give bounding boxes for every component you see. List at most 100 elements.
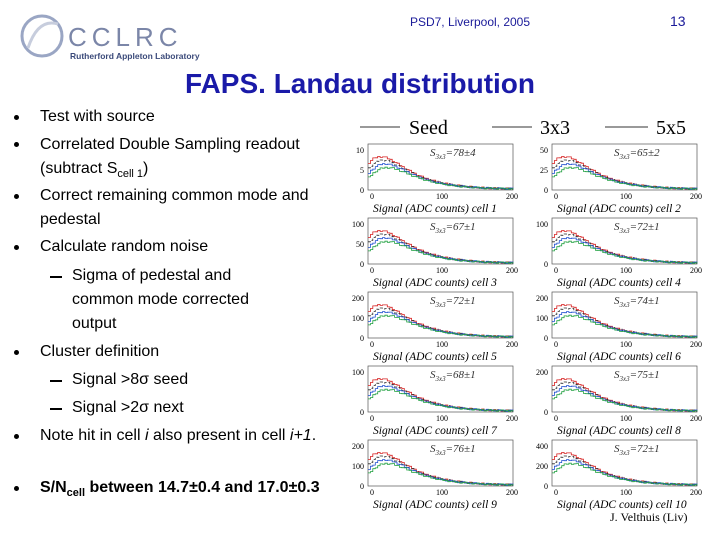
y-tick-label: 100 xyxy=(352,462,364,471)
symbol: σ xyxy=(139,399,150,416)
y-tick-label: 200 xyxy=(536,294,548,303)
stat-symbol: S xyxy=(614,295,620,307)
y-tick-label: 200 xyxy=(536,368,548,377)
dash xyxy=(50,408,62,410)
x-tick-label: 200 xyxy=(690,266,702,275)
stat-label: S3x3=67±1 xyxy=(430,221,476,235)
y-tick-label: 0 xyxy=(544,408,548,417)
y-tick-label: 0 xyxy=(544,334,548,343)
x-tick-label: 0 xyxy=(370,414,374,423)
histogram xyxy=(552,159,698,190)
histogram xyxy=(552,240,698,264)
stat-value: =65±2 xyxy=(630,147,660,159)
stat-symbol: S xyxy=(430,221,436,233)
text: S/N xyxy=(40,479,67,496)
y-tick-label: 0 xyxy=(360,260,364,269)
stat-symbol: S xyxy=(614,443,620,455)
stat-symbol: S xyxy=(430,147,436,159)
stat-label: S3x3=72±1 xyxy=(614,443,660,457)
x-tick-label: 200 xyxy=(506,192,518,201)
page-number: 13 xyxy=(670,13,686,29)
sub-bullet-text: Sigma of pedestal and common mode correc… xyxy=(72,264,292,336)
stat-label: S3x3=78±4 xyxy=(430,147,476,161)
y-tick-label: 5 xyxy=(360,166,364,175)
logo: CCLRC Rutherford Appleton Laboratory xyxy=(20,14,200,61)
plot-frame xyxy=(367,217,514,265)
x-tick-label: 100 xyxy=(436,340,448,349)
stat-value: =72±1 xyxy=(630,221,660,233)
stat-symbol: S xyxy=(614,221,620,233)
x-tick-label: 200 xyxy=(690,488,702,497)
text: ) xyxy=(143,160,149,177)
histogram xyxy=(368,240,514,264)
y-tick-label: 0 xyxy=(544,186,548,195)
x-tick-label: 100 xyxy=(620,266,632,275)
stat-label: S3x3=72±1 xyxy=(614,221,660,235)
x-tick-label: 200 xyxy=(690,340,702,349)
stat-symbol: S xyxy=(614,147,620,159)
x-tick-label: 200 xyxy=(506,488,518,497)
stat-label: S3x3=76±1 xyxy=(430,443,476,457)
bullet xyxy=(14,115,19,120)
text: seed xyxy=(149,371,189,388)
bullet xyxy=(14,142,19,147)
x-tick-label: 200 xyxy=(690,414,702,423)
plot-frame xyxy=(551,291,698,339)
dash xyxy=(50,380,62,382)
x-tick-label: 200 xyxy=(506,266,518,275)
bullet-text: Correct remaining common mode and pedest… xyxy=(40,184,330,232)
y-tick-label: 200 xyxy=(536,462,548,471)
stat-sub: 3x3 xyxy=(619,375,631,383)
x-axis-caption: Signal (ADC counts) cell 7 xyxy=(373,425,498,437)
x-tick-label: 0 xyxy=(554,192,558,201)
y-tick-label: 100 xyxy=(352,220,364,229)
x-tick-label: 0 xyxy=(554,340,558,349)
y-tick-label: 10 xyxy=(356,146,364,155)
sub-bullet-text: Signal >2σ next xyxy=(72,396,362,420)
x-tick-label: 100 xyxy=(620,488,632,497)
stat-label: S3x3=72±1 xyxy=(430,295,476,309)
x-tick-label: 0 xyxy=(554,488,558,497)
stat-value: =74±1 xyxy=(630,295,660,307)
bullet-text: Calculate random noise xyxy=(40,235,330,259)
x-tick-label: 100 xyxy=(436,266,448,275)
x-tick-label: 0 xyxy=(554,414,558,423)
stat-sub: 3x3 xyxy=(619,153,631,161)
y-tick-label: 100 xyxy=(352,368,364,377)
x-axis-caption: Signal (ADC counts) cell 3 xyxy=(373,277,497,289)
text: Test with source xyxy=(40,108,155,125)
y-tick-label: 100 xyxy=(536,220,548,229)
histogram xyxy=(552,388,698,412)
stat-label: S3x3=75±1 xyxy=(614,369,660,383)
stat-symbol: S xyxy=(430,443,436,455)
plot-frame xyxy=(551,365,698,413)
x-tick-label: 0 xyxy=(370,266,374,275)
italic: i xyxy=(144,427,149,444)
text: Calculate random noise xyxy=(40,238,209,255)
text: Signal >2 xyxy=(72,399,140,416)
x-tick-label: 100 xyxy=(620,414,632,423)
x-axis-caption: Signal (ADC counts) cell 6 xyxy=(557,351,681,363)
plot-frame xyxy=(367,291,514,339)
plot-frame xyxy=(367,143,514,191)
stat-sub: 3x3 xyxy=(435,227,447,235)
stat-symbol: S xyxy=(614,369,620,381)
y-tick-label: 100 xyxy=(352,314,364,323)
stat-sub: 3x3 xyxy=(619,449,631,457)
text: Cluster definition xyxy=(40,343,160,360)
x-axis-caption: Signal (ADC counts) cell 4 xyxy=(557,277,681,289)
text: Signal >8 xyxy=(72,371,140,388)
bullet-text: Test with source xyxy=(40,105,330,129)
bullet xyxy=(14,434,19,439)
histogram xyxy=(552,462,698,486)
x-tick-label: 0 xyxy=(370,488,374,497)
legend-label: 3x3 xyxy=(540,117,570,139)
y-tick-label: 25 xyxy=(540,166,548,175)
y-tick-label: 0 xyxy=(360,408,364,417)
x-axis-caption: Signal (ADC counts) cell 1 xyxy=(373,203,497,215)
y-tick-label: 0 xyxy=(544,482,548,491)
credit: J. Velthuis (Liv) xyxy=(610,510,688,524)
slide-title: FAPS. Landau distribution xyxy=(185,68,535,99)
text: next xyxy=(149,399,184,416)
